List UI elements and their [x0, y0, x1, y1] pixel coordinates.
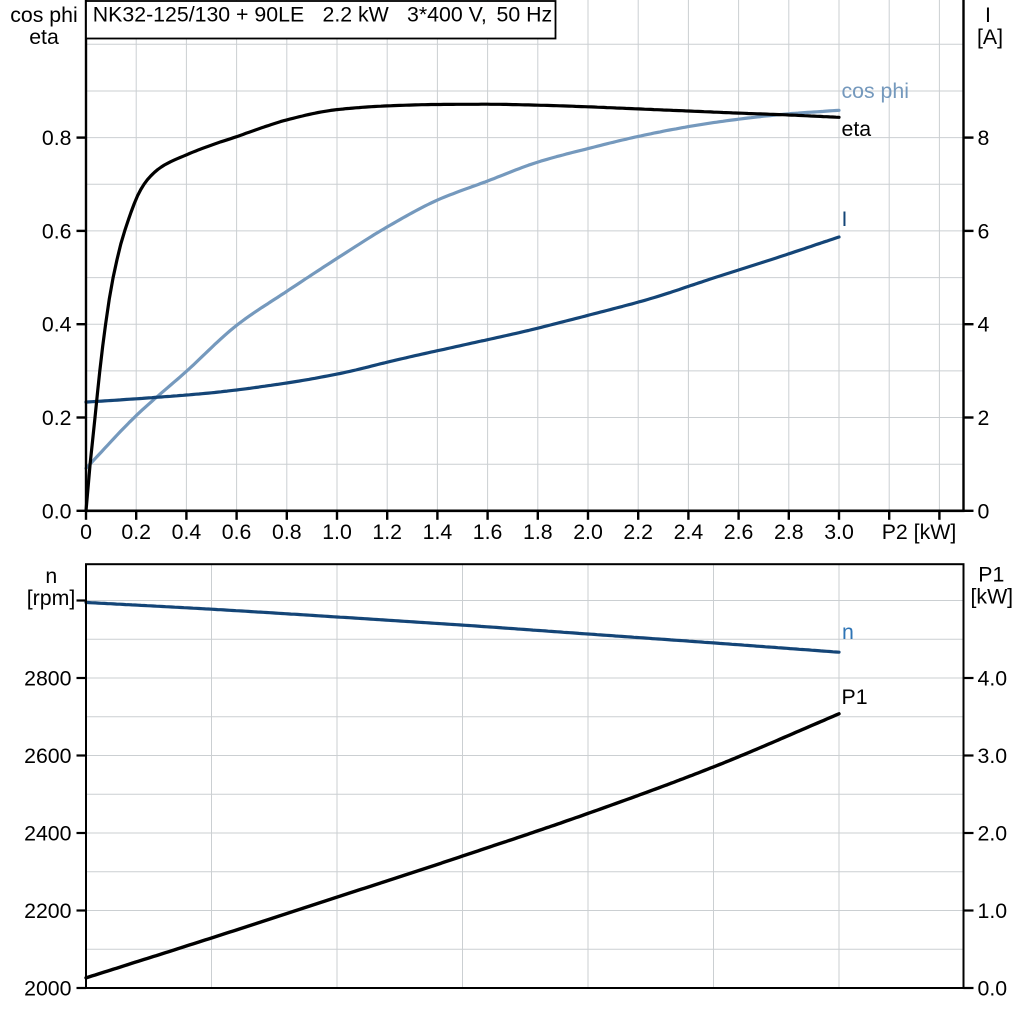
svg-text:2.4: 2.4 [674, 520, 704, 544]
svg-text:2200: 2200 [24, 899, 72, 923]
svg-text:1.2: 1.2 [372, 520, 402, 544]
svg-text:eta: eta [29, 25, 59, 49]
svg-text:1.4: 1.4 [423, 520, 453, 544]
svg-text:2.2: 2.2 [623, 520, 653, 544]
svg-text:[kW]: [kW] [971, 585, 1014, 609]
svg-text:2600: 2600 [24, 744, 72, 768]
svg-text:[A]: [A] [977, 25, 1003, 49]
svg-text:2.0: 2.0 [573, 520, 603, 544]
svg-text:NK32-125/130 + 90LE: NK32-125/130 + 90LE [93, 3, 304, 27]
svg-text:0.4: 0.4 [172, 520, 202, 544]
svg-text:3*400 V,: 3*400 V, [407, 3, 487, 27]
svg-text:2400: 2400 [24, 822, 72, 846]
svg-text:I: I [985, 3, 991, 27]
svg-text:6: 6 [978, 219, 990, 243]
svg-text:4: 4 [978, 313, 990, 337]
svg-text:1.8: 1.8 [523, 520, 553, 544]
svg-text:2.2 kW: 2.2 kW [323, 3, 390, 27]
svg-text:3.0: 3.0 [824, 520, 854, 544]
svg-text:[rpm]: [rpm] [27, 586, 76, 610]
svg-text:4.0: 4.0 [978, 667, 1008, 691]
svg-text:0.0: 0.0 [42, 499, 72, 523]
svg-text:1.0: 1.0 [322, 520, 352, 544]
svg-text:n: n [842, 620, 854, 644]
svg-text:cos phi: cos phi [842, 79, 909, 103]
svg-text:0: 0 [80, 520, 92, 544]
svg-text:0.6: 0.6 [42, 219, 72, 243]
svg-text:2000: 2000 [24, 977, 72, 1001]
svg-text:P2 [kW]: P2 [kW] [882, 520, 957, 544]
svg-text:n: n [45, 564, 57, 588]
svg-text:0.6: 0.6 [222, 520, 252, 544]
svg-text:2.8: 2.8 [774, 520, 804, 544]
svg-text:1.0: 1.0 [978, 899, 1008, 923]
svg-text:0.4: 0.4 [42, 313, 72, 337]
svg-text:cos phi: cos phi [10, 3, 77, 27]
svg-text:eta: eta [842, 117, 872, 141]
svg-text:P1: P1 [842, 685, 868, 709]
svg-text:0.8: 0.8 [42, 126, 72, 150]
svg-text:1.6: 1.6 [473, 520, 503, 544]
svg-text:2800: 2800 [24, 667, 72, 691]
svg-text:2.6: 2.6 [724, 520, 754, 544]
svg-text:3.0: 3.0 [978, 744, 1008, 768]
svg-text:50 Hz: 50 Hz [497, 3, 553, 27]
svg-text:0: 0 [978, 499, 990, 523]
svg-text:8: 8 [978, 126, 990, 150]
svg-text:0.8: 0.8 [272, 520, 302, 544]
svg-text:I: I [842, 207, 848, 231]
svg-text:2.0: 2.0 [978, 822, 1008, 846]
svg-text:0.2: 0.2 [42, 406, 72, 430]
svg-text:P1: P1 [978, 563, 1004, 587]
svg-text:2: 2 [978, 406, 990, 430]
svg-text:0.0: 0.0 [978, 977, 1008, 1001]
svg-text:0.2: 0.2 [121, 520, 151, 544]
